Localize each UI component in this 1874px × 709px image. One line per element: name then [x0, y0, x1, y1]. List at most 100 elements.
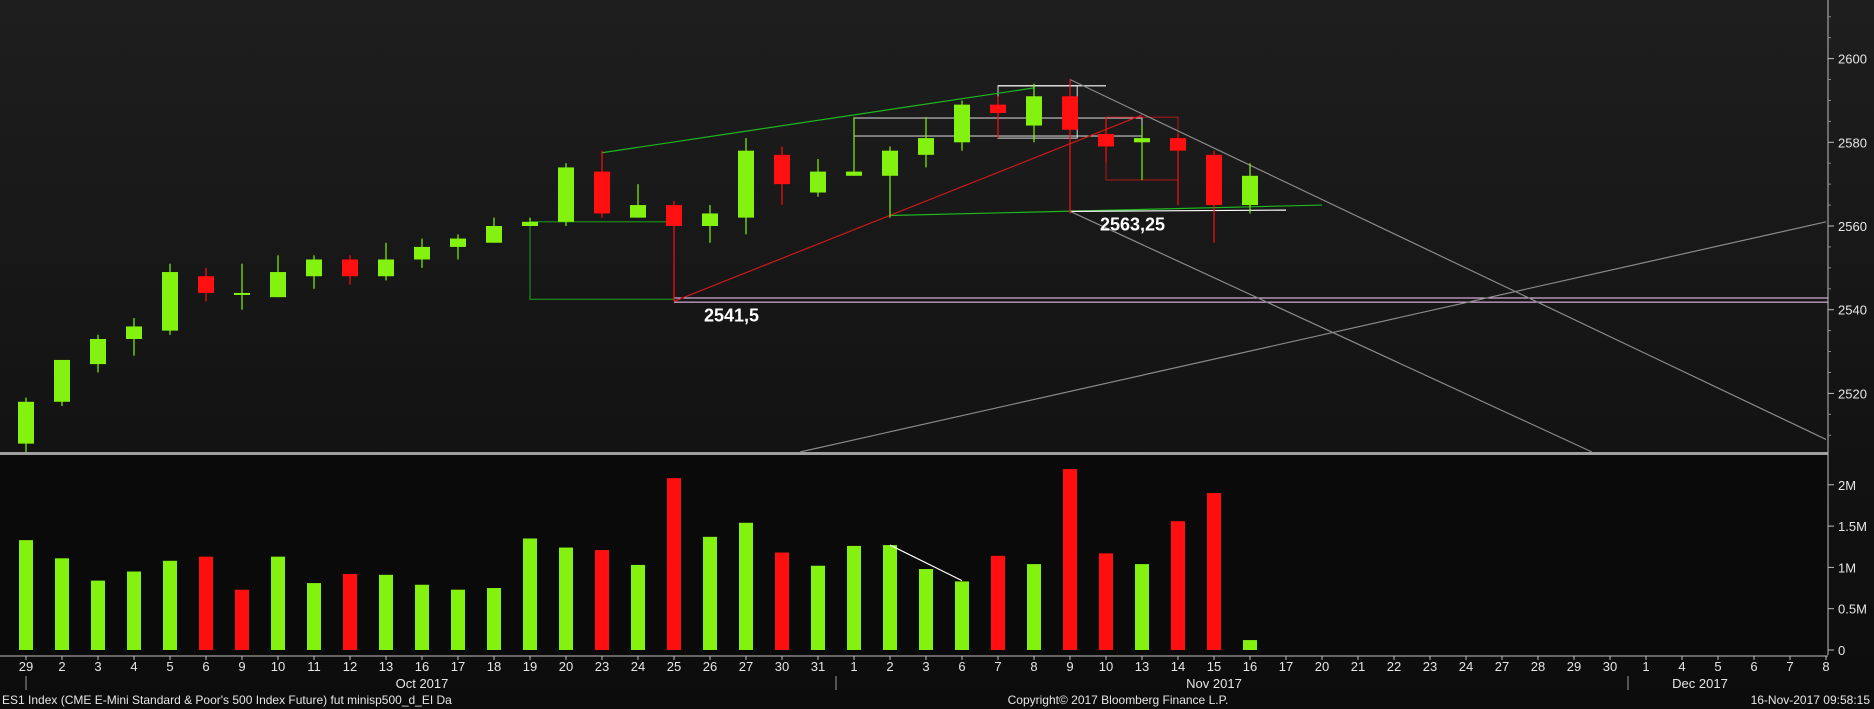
- x-tick-label: 27: [739, 659, 753, 674]
- x-tick-label: 3: [94, 659, 101, 674]
- candle-body: [558, 167, 574, 222]
- candle-body: [1098, 133, 1114, 147]
- x-tick-label: 24: [1459, 659, 1473, 674]
- x-tick-label: 20: [559, 659, 573, 674]
- volume-bar: [847, 545, 861, 650]
- x-tick-label: 13: [1135, 659, 1149, 674]
- x-tick-label: 22: [1387, 659, 1401, 674]
- volume-bar: [667, 478, 681, 650]
- candle-body: [450, 238, 466, 247]
- x-tick-label: 29: [19, 659, 33, 674]
- annotations: 2541,5 2563,25: [704, 214, 1165, 325]
- x-tick-label: 10: [271, 659, 285, 674]
- price-tick-label: 2600: [1838, 52, 1867, 67]
- trendline: [601, 87, 1035, 154]
- candle-body: [90, 339, 106, 365]
- x-tick-label: 8: [1030, 659, 1037, 674]
- footer: ES1 Index (CME E-Mini Standard & Poor's …: [2, 693, 1870, 707]
- price-tick-label: 2520: [1838, 386, 1867, 401]
- volume-bar: [163, 560, 177, 650]
- volume-bar: [811, 565, 825, 650]
- x-month-label: Dec 2017: [1672, 676, 1728, 691]
- volume-bar: [235, 589, 249, 650]
- volume-bar: [55, 558, 69, 650]
- candle-body: [486, 226, 502, 243]
- candle-body: [234, 292, 250, 295]
- price-annotation-label: 2563,25: [1100, 214, 1165, 234]
- x-tick-label: 21: [1351, 659, 1365, 674]
- candle-body: [1242, 175, 1258, 206]
- volume-bar: [379, 574, 393, 650]
- x-tick-label: 4: [130, 659, 137, 674]
- volume-axis: 0 0.5M 1M 1.5M 2M: [1828, 478, 1867, 658]
- volume-bar: [919, 569, 933, 650]
- candle-body: [630, 205, 646, 218]
- x-tick-label: 17: [1279, 659, 1293, 674]
- x-tick-label: 5: [1714, 659, 1721, 674]
- overlays: [529, 78, 1828, 453]
- x-tick-label: 2: [886, 659, 893, 674]
- price-tick-label: 2540: [1838, 303, 1867, 318]
- x-tick-label: 16: [415, 659, 429, 674]
- candle-body: [918, 138, 934, 155]
- candle-body: [522, 221, 538, 226]
- volume-bar: [523, 538, 537, 650]
- price-tick-label: 2580: [1838, 135, 1867, 150]
- x-tick-label: 7: [994, 659, 1001, 674]
- x-month-label: Nov 2017: [1186, 676, 1242, 691]
- x-tick-label: 13: [379, 659, 393, 674]
- trendline: [799, 221, 1827, 453]
- volume-bar: [307, 583, 321, 650]
- candle-body: [594, 171, 610, 214]
- candle-body: [990, 104, 1006, 113]
- volume-bar: [955, 581, 969, 650]
- x-tick-label: 2: [58, 659, 65, 674]
- volume-tick-label: 0.5M: [1838, 602, 1867, 617]
- volume-bar: [271, 556, 285, 650]
- footer-security-label: ES1 Index (CME E-Mini Standard & Poor's …: [2, 693, 452, 707]
- volume-bar: [127, 571, 141, 650]
- candle-body: [666, 205, 682, 226]
- x-tick-label: 20: [1315, 659, 1329, 674]
- candle-body: [1062, 96, 1078, 130]
- trendline: [1069, 78, 1827, 440]
- volume-bar: [415, 584, 429, 650]
- x-tick-label: 25: [667, 659, 681, 674]
- volume-bar: [883, 545, 897, 650]
- overlay-box: [529, 221, 675, 300]
- volume-bar: [19, 540, 33, 650]
- x-tick-label: 1: [850, 659, 857, 674]
- volume-tick-label: 1.5M: [1838, 519, 1867, 534]
- x-tick-label: 18: [487, 659, 501, 674]
- candle-body: [198, 276, 214, 293]
- x-tick-label: 6: [1750, 659, 1757, 674]
- x-tick-label: 5: [166, 659, 173, 674]
- x-tick-label: 3: [922, 659, 929, 674]
- volume-bar: [199, 556, 213, 650]
- x-tick-label: 24: [631, 659, 645, 674]
- x-tick-label: 9: [238, 659, 245, 674]
- volume-panel-bg: [0, 455, 1828, 655]
- x-tick-label: 16: [1243, 659, 1257, 674]
- x-tick-label: 6: [202, 659, 209, 674]
- volume-bar: [1171, 521, 1185, 650]
- volume-tick-label: 0: [1838, 643, 1845, 658]
- volume-bar: [1207, 493, 1221, 650]
- footer-copyright: Copyright© 2017 Bloomberg Finance L.P.: [1008, 693, 1229, 707]
- trendline: [673, 114, 1143, 302]
- candle-body: [378, 259, 394, 277]
- panel-separator: [0, 452, 1828, 455]
- volume-bar: [775, 552, 789, 650]
- x-tick-label: 31: [811, 659, 825, 674]
- x-tick-label: 12: [343, 659, 357, 674]
- x-tick-label: 19: [523, 659, 537, 674]
- volume-bar: [1135, 564, 1149, 650]
- candle-body: [846, 171, 862, 176]
- candle-body: [810, 171, 826, 193]
- volume-bar: [559, 547, 573, 650]
- volume-bars: [19, 469, 1257, 650]
- x-tick-label: 30: [1603, 659, 1617, 674]
- candle-body: [954, 104, 970, 143]
